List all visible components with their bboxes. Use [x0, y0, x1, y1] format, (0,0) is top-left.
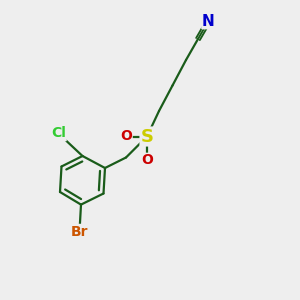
- Text: S: S: [140, 128, 154, 146]
- Text: Br: Br: [71, 225, 88, 238]
- Text: N: N: [202, 14, 215, 28]
- Text: O: O: [141, 154, 153, 167]
- Text: Cl: Cl: [51, 127, 66, 140]
- Text: O: O: [120, 130, 132, 143]
